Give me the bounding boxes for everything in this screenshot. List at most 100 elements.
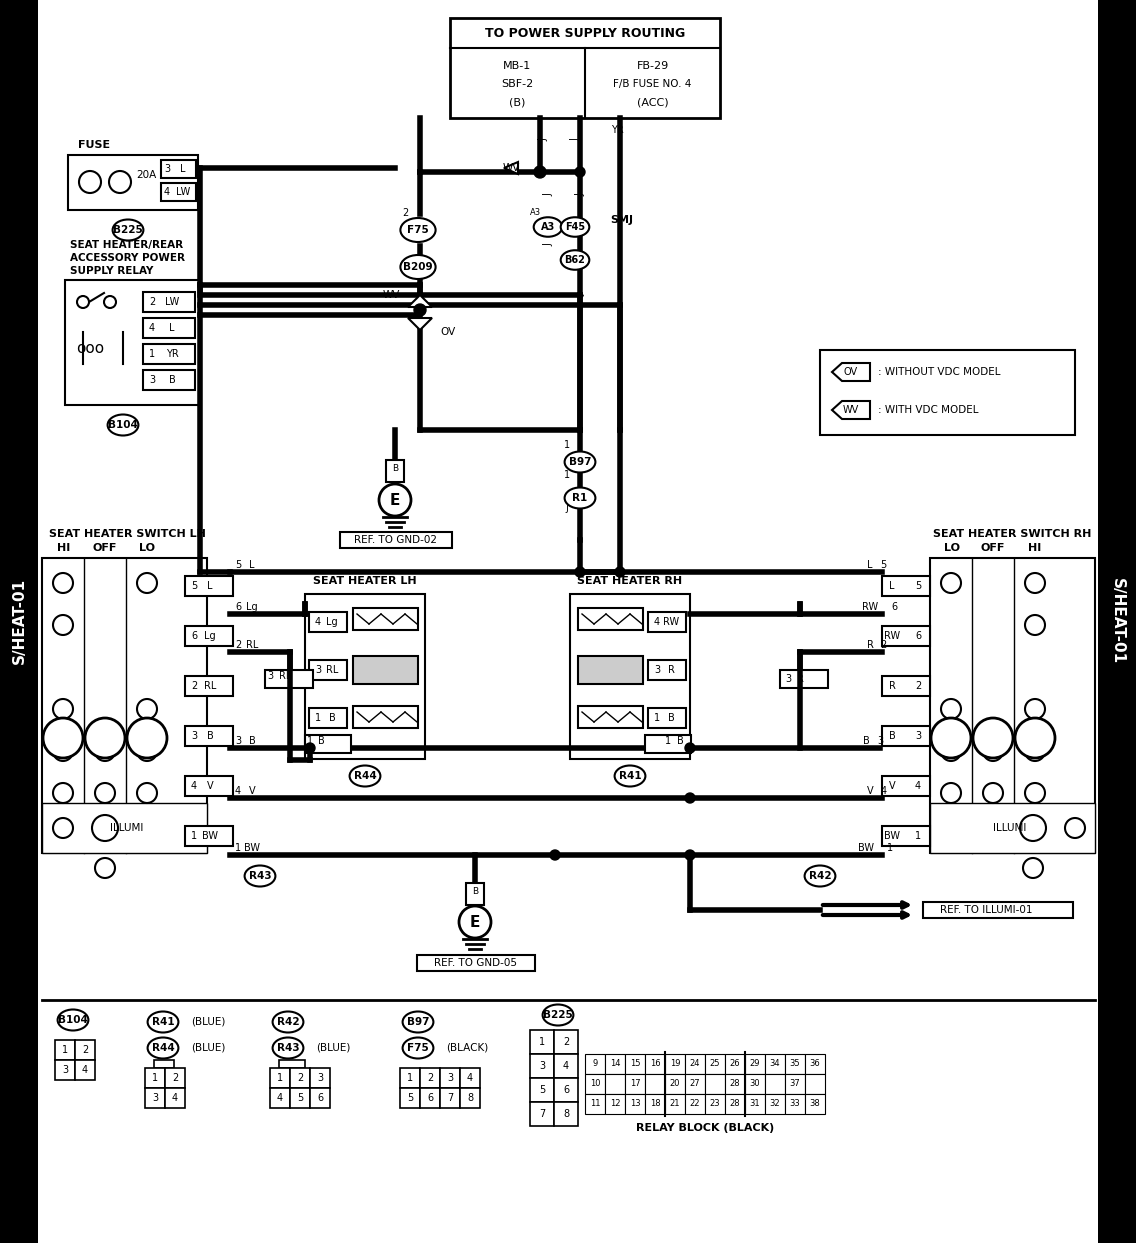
Bar [386,460,404,482]
Text: 1: 1 [307,736,314,746]
Bar [585,1054,605,1074]
Text: L: L [249,561,254,571]
Bar [645,735,691,753]
Text: B: B [471,886,478,895]
Text: B: B [249,736,256,746]
Bar [290,1068,310,1088]
Circle shape [53,699,73,718]
Text: 5: 5 [191,580,198,590]
Bar [685,1074,705,1094]
Text: 32: 32 [770,1100,780,1109]
Circle shape [304,743,315,753]
Text: HI: HI [1028,543,1042,553]
Text: FB-29: FB-29 [636,61,669,71]
Bar [440,1088,460,1108]
Text: 3: 3 [785,674,791,684]
Text: OFF: OFF [93,543,117,553]
Bar [705,1094,725,1114]
Text: F/B FUSE NO. 4: F/B FUSE NO. 4 [613,80,692,89]
Text: ooo: ooo [76,341,105,355]
Text: A3: A3 [541,222,556,232]
Text: MB-1: MB-1 [503,61,532,71]
Text: 8: 8 [563,1109,569,1119]
Text: Lg: Lg [326,617,337,626]
Bar [304,594,425,759]
Ellipse shape [58,1009,89,1030]
Text: 34: 34 [770,1059,780,1069]
Text: B: B [318,736,325,746]
Bar [531,1078,554,1103]
Text: 2: 2 [296,1073,303,1083]
Text: 3: 3 [164,164,170,174]
Text: 4: 4 [277,1093,283,1103]
Text: 6: 6 [563,1085,569,1095]
Text: 5: 5 [407,1093,414,1103]
Ellipse shape [804,865,835,886]
Text: Lg: Lg [247,602,258,612]
Bar [65,280,200,405]
Text: 4: 4 [191,781,197,791]
Bar [930,803,1095,853]
Text: 12: 12 [610,1100,620,1109]
Text: REF. TO GND-05: REF. TO GND-05 [434,958,517,968]
Text: 2: 2 [914,681,921,691]
Bar [745,1074,765,1094]
Ellipse shape [148,1038,178,1059]
Circle shape [43,718,83,758]
Text: 35: 35 [790,1059,801,1069]
Text: 6: 6 [427,1093,433,1103]
Ellipse shape [108,414,139,435]
Text: R: R [668,665,675,675]
Text: 37: 37 [790,1079,801,1089]
Circle shape [941,741,961,761]
Bar [665,1094,685,1114]
Text: B225: B225 [114,225,143,235]
Text: 2: 2 [191,681,198,691]
Text: B97: B97 [407,1017,429,1027]
Text: (B): (B) [509,97,526,107]
Ellipse shape [615,766,645,787]
Bar [785,1094,805,1114]
Bar [785,1074,805,1094]
Text: 31: 31 [750,1100,760,1109]
Circle shape [1020,815,1046,842]
Polygon shape [832,401,870,419]
Circle shape [137,699,157,718]
Text: 6: 6 [191,631,197,641]
Text: J: J [575,293,585,296]
Text: RW: RW [862,602,878,612]
Text: R1: R1 [573,493,587,503]
Ellipse shape [273,1038,303,1059]
Bar [605,1094,625,1114]
Text: E: E [470,915,481,930]
Bar [279,1060,304,1068]
Bar [685,1054,705,1074]
Text: L: L [169,323,175,333]
Text: 4: 4 [172,1093,178,1103]
Bar [75,1060,95,1080]
Circle shape [983,783,1003,803]
Bar [304,735,351,753]
Text: 16: 16 [650,1059,660,1069]
Bar [578,656,643,684]
Text: 2: 2 [149,297,156,307]
Polygon shape [832,363,870,382]
Text: R42: R42 [809,871,832,881]
Bar [353,608,418,630]
Bar [185,626,233,646]
Bar [466,883,484,905]
Text: 28: 28 [729,1100,741,1109]
Bar [353,656,418,684]
Circle shape [95,858,115,878]
Text: BW: BW [244,843,260,853]
Text: 1: 1 [152,1073,158,1083]
Text: 2: 2 [235,640,241,650]
Circle shape [53,783,73,803]
Circle shape [615,567,625,577]
Ellipse shape [543,1004,574,1025]
Bar [55,1040,75,1060]
Bar [400,1088,420,1108]
Bar [340,532,452,548]
Text: OFF: OFF [980,543,1005,553]
Text: ACCESSORY POWER: ACCESSORY POWER [70,254,185,264]
